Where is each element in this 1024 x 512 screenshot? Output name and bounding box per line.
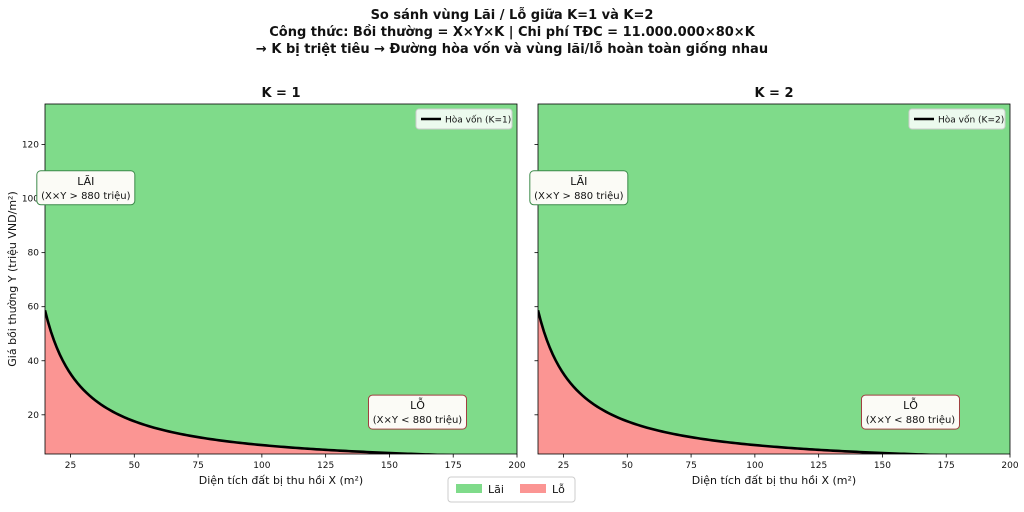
chart2-breakeven-line (538, 309, 948, 454)
chart2-xtick-label: 25 (558, 461, 569, 471)
figure-title-line3: → K bị triệt tiêu → Đường hòa vốn và vùn… (256, 42, 768, 57)
chart2-profit-annotation-text: (X×Y > 880 triệu) (534, 190, 624, 202)
chart1-ytick-label: 80 (28, 249, 40, 259)
chart1-loss-annotation-box (367, 394, 467, 430)
figure-title-line1: So sánh vùng Lãi / Lỗ giữa K=1 và K=2 (371, 8, 654, 23)
chart2-xtick-label: 75 (685, 461, 696, 471)
chart1-legend-frame (415, 108, 513, 130)
chart1-ytick-label: 20 (28, 411, 40, 421)
chart1-ytick-label: 120 (22, 141, 39, 151)
figure-title-line2: Công thức: Bồi thường = X×Y×K | Chi phí … (269, 25, 755, 40)
shared-legend-frame (447, 476, 576, 503)
legend-profit-label: Lãi (488, 483, 504, 496)
chart1-plot-frame (44, 103, 518, 455)
legend-loss-label: Lỗ (552, 483, 565, 496)
chart1-ytick-label: 40 (28, 357, 40, 367)
chart2-xtick-label: 100 (746, 461, 763, 471)
chart1-ytick-label: 60 (28, 303, 40, 313)
chart2-loss-annotation-title: LỖ (903, 397, 918, 412)
chart2-xtick-label: 150 (874, 461, 891, 471)
chart1-xtick-label: 25 (65, 461, 76, 471)
chart2-legend-frame (908, 108, 1006, 130)
chart2-xtick-label: 125 (810, 461, 827, 471)
panel-k2: K = 2 25 50 75 100 125 150 175 200 Diện tích đất … (529, 86, 1019, 487)
chart1-ylabel: Giá bồi thường Y (triệu VND/m²) (6, 191, 19, 367)
chart2-plot-frame (537, 103, 1011, 455)
chart2-profit-annotation-title: LÃI (570, 175, 587, 188)
chart2-xlabel: Diện tích đất bị thu hồi X (m²) (692, 474, 856, 487)
chart2-loss-region (538, 310, 1010, 454)
chart1-title: K = 1 (261, 86, 300, 101)
chart1-profit-annotation-box (36, 170, 136, 206)
chart1-profit-annotation-title: LÃI (77, 175, 94, 188)
chart1-xtick-label: 200 (508, 461, 525, 471)
chart1-xlabel: Diện tích đất bị thu hồi X (m²) (199, 474, 363, 487)
chart1-loss-region (45, 310, 517, 454)
chart1-loss-annotation-text: (X×Y < 880 triệu) (373, 414, 463, 426)
chart2-loss-annotation-text: (X×Y < 880 triệu) (866, 414, 956, 426)
chart1-loss-annotation-title: LỖ (410, 397, 425, 412)
chart2-loss-annotation-box (860, 394, 960, 430)
chart1-ytick-label: 100 (22, 195, 39, 205)
chart1-xtick-label: 100 (253, 461, 270, 471)
legend-profit-swatch (456, 484, 482, 493)
chart2-legend-label: Hòa vốn (K=2) (938, 115, 1004, 126)
chart1-xtick-label: 75 (192, 461, 203, 471)
panel-k1: K = 1 25 50 75 100 125 150 175 200 20 40 60 80 100 120… (6, 86, 526, 487)
chart1-profit-annotation-text: (X×Y > 880 triệu) (41, 190, 131, 202)
legend-loss-swatch (520, 484, 546, 493)
chart1-xtick-label: 125 (317, 461, 334, 471)
chart1-xtick-label: 175 (445, 461, 462, 471)
chart2-profit-annotation-box (529, 170, 629, 206)
chart2-xtick-label: 175 (938, 461, 955, 471)
chart1-legend-label: Hòa vốn (K=1) (445, 115, 511, 126)
shared-legend: Lãi Lỗ (447, 476, 576, 503)
chart2-title: K = 2 (754, 86, 793, 101)
chart1-xtick-label: 150 (381, 461, 398, 471)
chart2-xtick-label: 200 (1001, 461, 1018, 471)
chart1-xtick-label: 50 (129, 461, 141, 471)
chart2-xtick-label: 50 (622, 461, 634, 471)
chart1-breakeven-line (45, 309, 455, 454)
